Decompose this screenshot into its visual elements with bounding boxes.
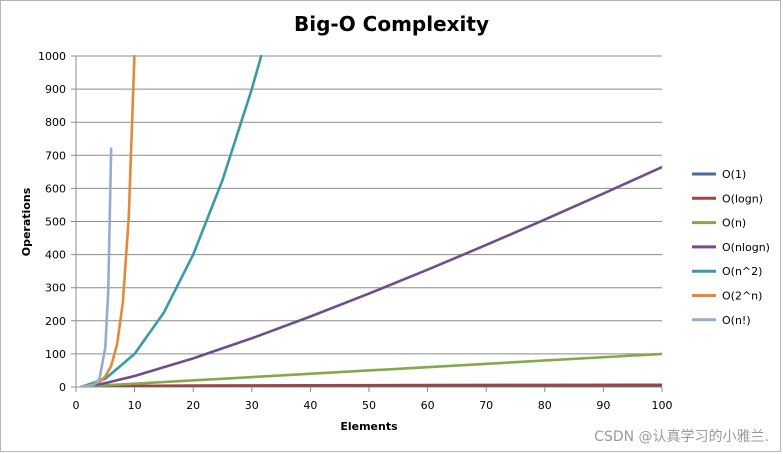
y-tick-label-900: 900 [45, 83, 66, 96]
y-tick-label-700: 700 [45, 149, 66, 162]
legend-label-4: O(n^2) [722, 265, 762, 278]
y-tick-label-500: 500 [45, 216, 66, 229]
y-tick-label-400: 400 [45, 249, 66, 262]
x-tick-label-100: 100 [652, 399, 673, 412]
x-tick-label-60: 60 [421, 399, 435, 412]
y-tick-label-200: 200 [45, 315, 66, 328]
y-tick-label-0: 0 [59, 381, 66, 394]
y-tick-label-800: 800 [45, 116, 66, 129]
axes [71, 55, 663, 392]
gridlines [76, 55, 662, 355]
y-axis-label: Operations [20, 187, 33, 256]
x-tick-label-30: 30 [245, 399, 259, 412]
series-line-1 [80, 383, 662, 387]
watermark: CSDN @认真学习的小雅兰. [594, 429, 769, 445]
legend-label-2: O(n) [722, 217, 746, 230]
series-line-3 [80, 165, 662, 387]
series-line-6 [80, 147, 113, 387]
legend: O(1) O(logn) O(n) O(nlogn) O(n^2) O(2^n) O(n!) [692, 168, 770, 327]
series-line-4 [80, 55, 263, 387]
y-tick-label-1000: 1000 [38, 50, 66, 63]
series-line-2 [80, 352, 662, 387]
x-tick-label-80: 80 [538, 399, 552, 412]
y-tick-label-600: 600 [45, 182, 66, 195]
x-tick-label-40: 40 [303, 399, 317, 412]
x-tick-label-0: 0 [73, 399, 80, 412]
legend-label-1: O(logn) [722, 192, 763, 205]
x-tick-label-90: 90 [596, 399, 610, 412]
x-axis-label: Elements [340, 420, 398, 433]
series-lines [80, 55, 662, 387]
legend-label-6: O(n!) [722, 314, 751, 327]
legend-label-5: O(2^n) [722, 290, 762, 303]
y-tick-label-300: 300 [45, 282, 66, 295]
x-tick-label-50: 50 [362, 399, 376, 412]
x-tick-label-20: 20 [186, 399, 200, 412]
x-tick-label-70: 70 [479, 399, 493, 412]
chart-title: Big-O Complexity [293, 12, 490, 36]
legend-label-3: O(nlogn) [722, 241, 770, 254]
tick-labels: 0 100 200 300 400 500 600 700 800 900 1000 0 10 20 30 4… [38, 50, 673, 412]
legend-label-0: O(1) [722, 168, 746, 181]
x-tick-label-10: 10 [128, 399, 142, 412]
y-tick-label-100: 100 [45, 348, 66, 361]
